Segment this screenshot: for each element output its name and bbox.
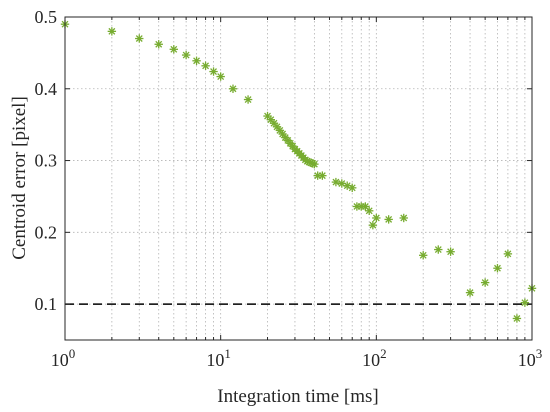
data-point <box>310 159 319 169</box>
x-tick-label: 100 <box>51 346 76 370</box>
data-point <box>465 288 475 297</box>
data-point <box>243 95 253 104</box>
y-tick-label: 0.1 <box>35 294 58 314</box>
data-point <box>192 56 201 65</box>
data-point <box>318 171 327 180</box>
data-point <box>365 206 374 215</box>
data-point <box>434 245 443 254</box>
data-point <box>201 61 210 71</box>
data-point <box>331 177 341 187</box>
y-tick-label: 0.5 <box>35 7 58 27</box>
data-point <box>493 264 502 273</box>
data-point <box>384 215 393 224</box>
data-point <box>216 72 225 81</box>
data-point <box>520 298 530 307</box>
axis-ticks <box>64 16 532 340</box>
data-point <box>480 278 490 287</box>
data-point <box>154 40 163 49</box>
y-tick-label: 0.4 <box>35 79 58 99</box>
data-point <box>348 183 357 193</box>
data-point <box>512 314 522 323</box>
grid-lines <box>65 17 532 340</box>
data-point <box>169 45 179 54</box>
data-point <box>107 27 117 36</box>
x-tick-label: 101 <box>206 346 231 370</box>
plot-frame <box>64 16 533 341</box>
data-point <box>228 84 238 93</box>
data-point <box>503 249 513 259</box>
data-point <box>135 34 144 43</box>
y-tick-label: 0.3 <box>35 151 58 171</box>
x-tick-label: 103 <box>518 346 543 370</box>
y-tick-labels: 0.1 0.2 0.3 0.4 0.5 <box>35 7 58 314</box>
y-axis-label: Centroid error [pixel] <box>9 96 30 260</box>
data-point <box>372 213 381 223</box>
data-point <box>418 251 428 260</box>
x-axis-label: Integration time [ms] <box>217 386 378 407</box>
plot-background <box>65 17 532 340</box>
data-point <box>446 247 455 256</box>
x-tick-label: 102 <box>362 346 387 370</box>
data-point <box>209 67 218 76</box>
x-tick-labels: 100 101 102 103 <box>51 346 543 370</box>
data-point <box>399 213 408 223</box>
y-tick-label: 0.2 <box>35 222 58 242</box>
data-point <box>368 220 378 230</box>
data-point <box>361 202 370 211</box>
data-point <box>181 50 191 60</box>
